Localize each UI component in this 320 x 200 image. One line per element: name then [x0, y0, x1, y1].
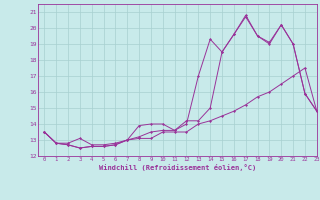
X-axis label: Windchill (Refroidissement éolien,°C): Windchill (Refroidissement éolien,°C): [99, 164, 256, 171]
